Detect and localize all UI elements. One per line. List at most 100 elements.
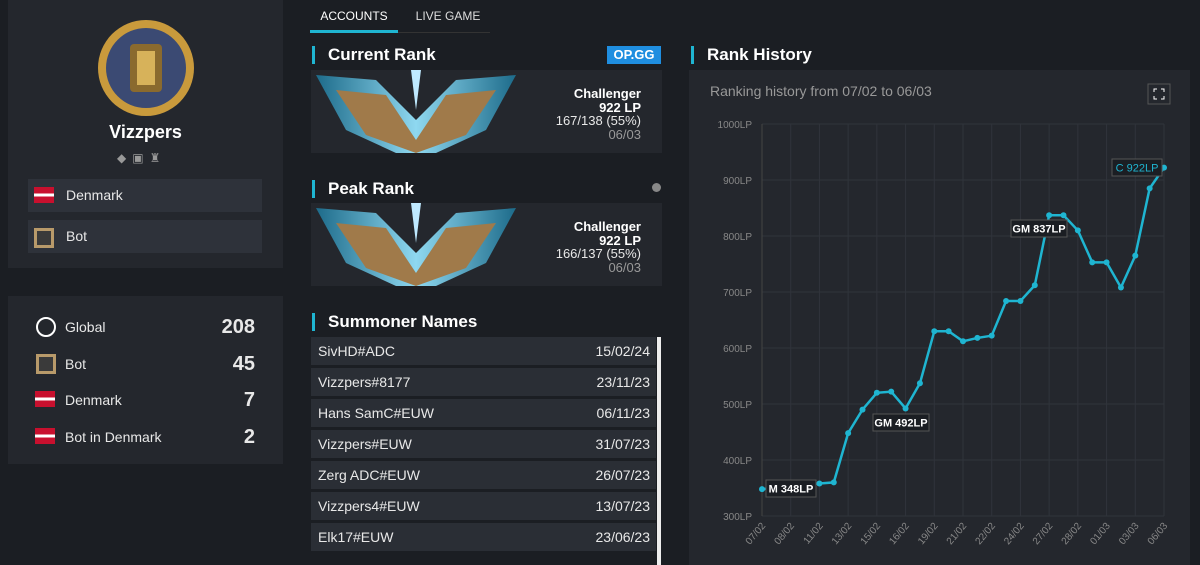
rank-tier: Challenger [573,219,641,234]
point [1089,259,1096,266]
rank-tier: Challenger [573,86,641,101]
point [1017,297,1024,304]
annotation: M 348LP [769,484,814,496]
summoner-name: Elk17#EUW [318,529,394,545]
point [1103,259,1110,266]
point [1031,282,1038,289]
x-tick-label: 15/02 [859,521,884,548]
fullscreen-button[interactable] [1147,83,1171,105]
point [960,338,966,345]
annotation: GM 837LP [1012,224,1065,236]
name-date: 26/07/23 [595,467,651,483]
point [816,480,823,487]
stat-label: Bot in Denmark [65,428,162,445]
name-row[interactable]: Vizzpers4#EUW 13/07/23 [311,492,656,520]
name-date: 06/11/23 [596,405,650,421]
name-row[interactable]: Hans SamC#EUW 06/11/23 [311,399,656,427]
stat-label: Global [65,319,106,335]
stat-label: Bot [65,355,87,372]
y-tick-label: 400LP [723,456,752,467]
tag-row[interactable]: Bot [28,220,262,253]
x-tick-label: 22/02 [973,521,998,548]
name-row[interactable]: Vizzpers#EUW 31/07/23 [311,430,656,458]
point [888,388,895,395]
section-heading: Peak Rank [312,180,414,198]
point [1146,185,1153,192]
y-tick-label: 900LP [723,176,752,187]
x-tick-label: 03/03 [1117,521,1142,548]
x-tick-label: 13/02 [830,521,855,548]
annotation: C 922LP [1116,163,1159,175]
rank-lp: 922 LP [599,232,641,248]
annotation-box [1010,219,1068,238]
stat-value: 208 [221,316,255,338]
summoner-name: Hans SamC#EUW [318,405,434,421]
point [1074,227,1081,234]
rank-record: 166/137 (55%) [555,246,641,261]
name-date: 23/06/23 [595,529,651,545]
name-date: 15/02/24 [595,343,651,359]
x-tick-label: 08/02 [772,521,797,548]
stats-card: Global 208 Bot 45 Denmark 7 Bot in Denmark 2 [8,296,283,464]
section-heading: Current Rank [312,46,436,64]
tab[interactable]: LIVE GAME [415,9,481,23]
profile-card: Vizzpers ◆▣♜ Denmark Bot [8,0,283,268]
social-icons[interactable]: ◆▣♜ [117,151,167,165]
x-tick-label: 24/02 [1002,521,1027,548]
tag-label: Bot [66,228,88,244]
x-tick-label: 16/02 [887,521,912,548]
summoner-name: SivHD#ADC [318,343,396,359]
y-tick-label: 600LP [723,344,752,355]
name-row[interactable]: Elk17#EUW 23/06/23 [311,523,656,551]
annotation-box [872,413,930,432]
section-heading: Summoner Names [312,313,477,331]
fullscreen-icon [1153,88,1165,100]
tab[interactable]: ACCOUNTS [310,9,398,33]
flag-icon [34,187,54,203]
flag-icon [35,391,55,407]
name-date: 31/07/23 [595,436,651,452]
annotation: GM 492LP [874,418,927,430]
stat-value: 45 [232,352,255,375]
point [916,380,923,387]
profile-name: Vizzpers [109,122,182,142]
y-tick-label: 500LP [723,400,752,411]
y-tick-label: 300LP [723,512,752,523]
summoner-name: Vizzpers#EUW [318,436,412,452]
name-row[interactable]: SivHD#ADC 15/02/24 [311,337,656,365]
point [1060,212,1067,219]
name-row[interactable]: Zerg ADC#EUW 26/07/23 [311,461,656,489]
opgg-badge[interactable]: OP.GG [607,46,661,64]
point [1117,284,1124,291]
x-tick-label: 01/03 [1088,521,1113,548]
section-heading: Rank History [691,46,812,64]
info-icon[interactable] [652,183,661,192]
summoner-name: Vizzpers4#EUW [318,498,420,514]
stat-value: 7 [243,389,255,411]
name-row[interactable]: Vizzpers#8177 23/11/23 [311,368,656,396]
x-tick-label: 07/02 [744,521,769,548]
x-tick-label: 27/02 [1031,521,1056,548]
rank-date: 06/03 [608,259,641,275]
x-tick-label: 19/02 [916,521,941,548]
tag-row[interactable]: Denmark [28,179,262,212]
point [873,389,880,396]
flag-icon [35,427,55,444]
annotation-box [1111,158,1163,177]
tag-label: Denmark [66,187,123,203]
point [1003,297,1010,304]
y-tick-label: 700LP [723,288,752,299]
rank-record: 167/138 (55%) [555,113,641,128]
name-date: 13/07/23 [595,498,651,514]
point [830,479,837,486]
point [988,332,995,339]
scrollbar[interactable] [657,337,661,565]
tab-bar: ACCOUNTS LIVE GAME [310,0,490,33]
point [845,430,852,437]
stat-label: Denmark [65,392,122,408]
rank-lp: 922 LP [599,99,641,115]
role-icon [36,353,56,374]
annotation-box [765,479,817,498]
